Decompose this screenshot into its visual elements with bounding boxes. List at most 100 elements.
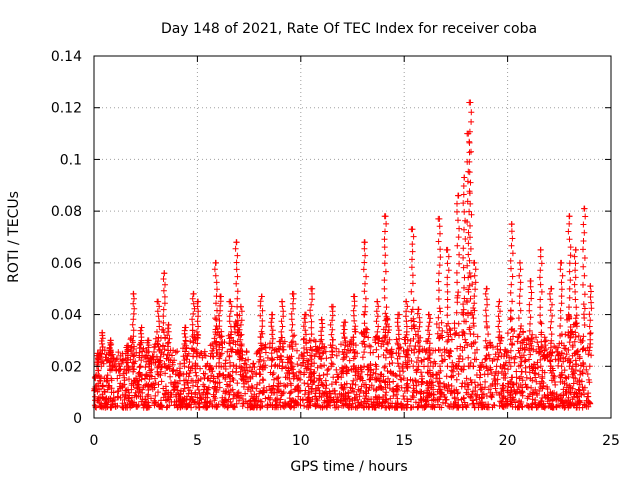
data-point (288, 353, 295, 360)
data-point (279, 323, 286, 330)
data-point (457, 343, 464, 350)
data-point (134, 403, 141, 410)
data-point (425, 363, 431, 370)
data-point (581, 391, 588, 398)
data-point (565, 347, 572, 353)
x-tick-label: 20 (499, 433, 517, 449)
data-point (228, 346, 235, 353)
data-point (533, 378, 540, 385)
data-point (245, 356, 252, 363)
data-point (233, 266, 240, 273)
data-point (300, 355, 307, 362)
data-point (361, 239, 368, 246)
data-point (163, 397, 170, 404)
data-point (459, 309, 466, 316)
data-point (374, 328, 381, 335)
data-point (114, 393, 121, 400)
data-point (582, 347, 589, 354)
data-point (465, 251, 472, 258)
data-point (194, 334, 200, 341)
data-point (114, 375, 121, 382)
data-point (182, 352, 189, 359)
data-point (216, 312, 222, 319)
data-point (96, 386, 102, 393)
data-point (154, 308, 161, 315)
data-point (137, 327, 144, 334)
data-point (567, 334, 574, 341)
data-point (422, 404, 429, 410)
data-point (455, 355, 462, 362)
data-point (174, 348, 181, 355)
data-point (379, 400, 386, 407)
data-point (464, 402, 471, 408)
data-point (587, 330, 594, 336)
data-point (517, 345, 524, 352)
data-point (404, 384, 411, 391)
data-point (304, 357, 311, 364)
data-point (300, 336, 307, 343)
data-point (569, 352, 576, 359)
data-point (433, 321, 440, 327)
data-point (437, 393, 444, 400)
data-point (362, 295, 369, 302)
data-point (367, 362, 374, 369)
data-point (513, 368, 520, 375)
data-point (526, 307, 533, 314)
data-point (289, 363, 296, 370)
data-point (319, 390, 326, 397)
data-point (551, 343, 558, 350)
data-point (352, 353, 359, 360)
data-point (411, 346, 418, 353)
data-point (465, 274, 472, 281)
data-point (175, 372, 182, 379)
data-point (256, 390, 263, 397)
data-point (142, 401, 148, 408)
data-point (136, 349, 143, 356)
data-point (444, 304, 451, 311)
data-point (203, 404, 210, 411)
data-point (234, 349, 241, 356)
data-point (279, 346, 286, 353)
data-point (352, 328, 359, 335)
data-point (98, 350, 105, 357)
data-point (389, 370, 396, 377)
data-point (350, 346, 357, 353)
data-point (151, 402, 158, 409)
data-point (308, 363, 314, 370)
data-point (566, 236, 573, 243)
data-point (194, 298, 201, 305)
y-tick-label: 0.08 (51, 204, 82, 220)
data-point (233, 239, 240, 246)
data-point (474, 346, 480, 353)
data-point (557, 315, 564, 322)
data-point (572, 274, 579, 281)
data-point (390, 387, 397, 394)
data-point (420, 396, 427, 403)
data-point (286, 403, 293, 410)
data-point (194, 383, 201, 390)
data-point (528, 289, 535, 296)
data-point (193, 353, 200, 360)
data-point (194, 340, 201, 347)
data-point (455, 192, 461, 199)
data-point (130, 310, 137, 317)
data-point (204, 398, 211, 405)
data-point (233, 320, 240, 327)
data-point (195, 377, 202, 384)
data-point (507, 257, 514, 264)
data-point (144, 355, 151, 362)
data-point (409, 272, 416, 279)
x-tick-label: 25 (602, 433, 620, 449)
data-point (468, 148, 474, 155)
data-point (318, 355, 325, 362)
data-point (566, 313, 573, 320)
data-point (508, 265, 514, 272)
data-point (181, 341, 188, 347)
data-point (455, 363, 462, 370)
data-point (409, 226, 416, 233)
data-point (415, 306, 422, 313)
data-point (519, 392, 526, 399)
data-point (232, 245, 239, 252)
data-point (581, 205, 588, 212)
